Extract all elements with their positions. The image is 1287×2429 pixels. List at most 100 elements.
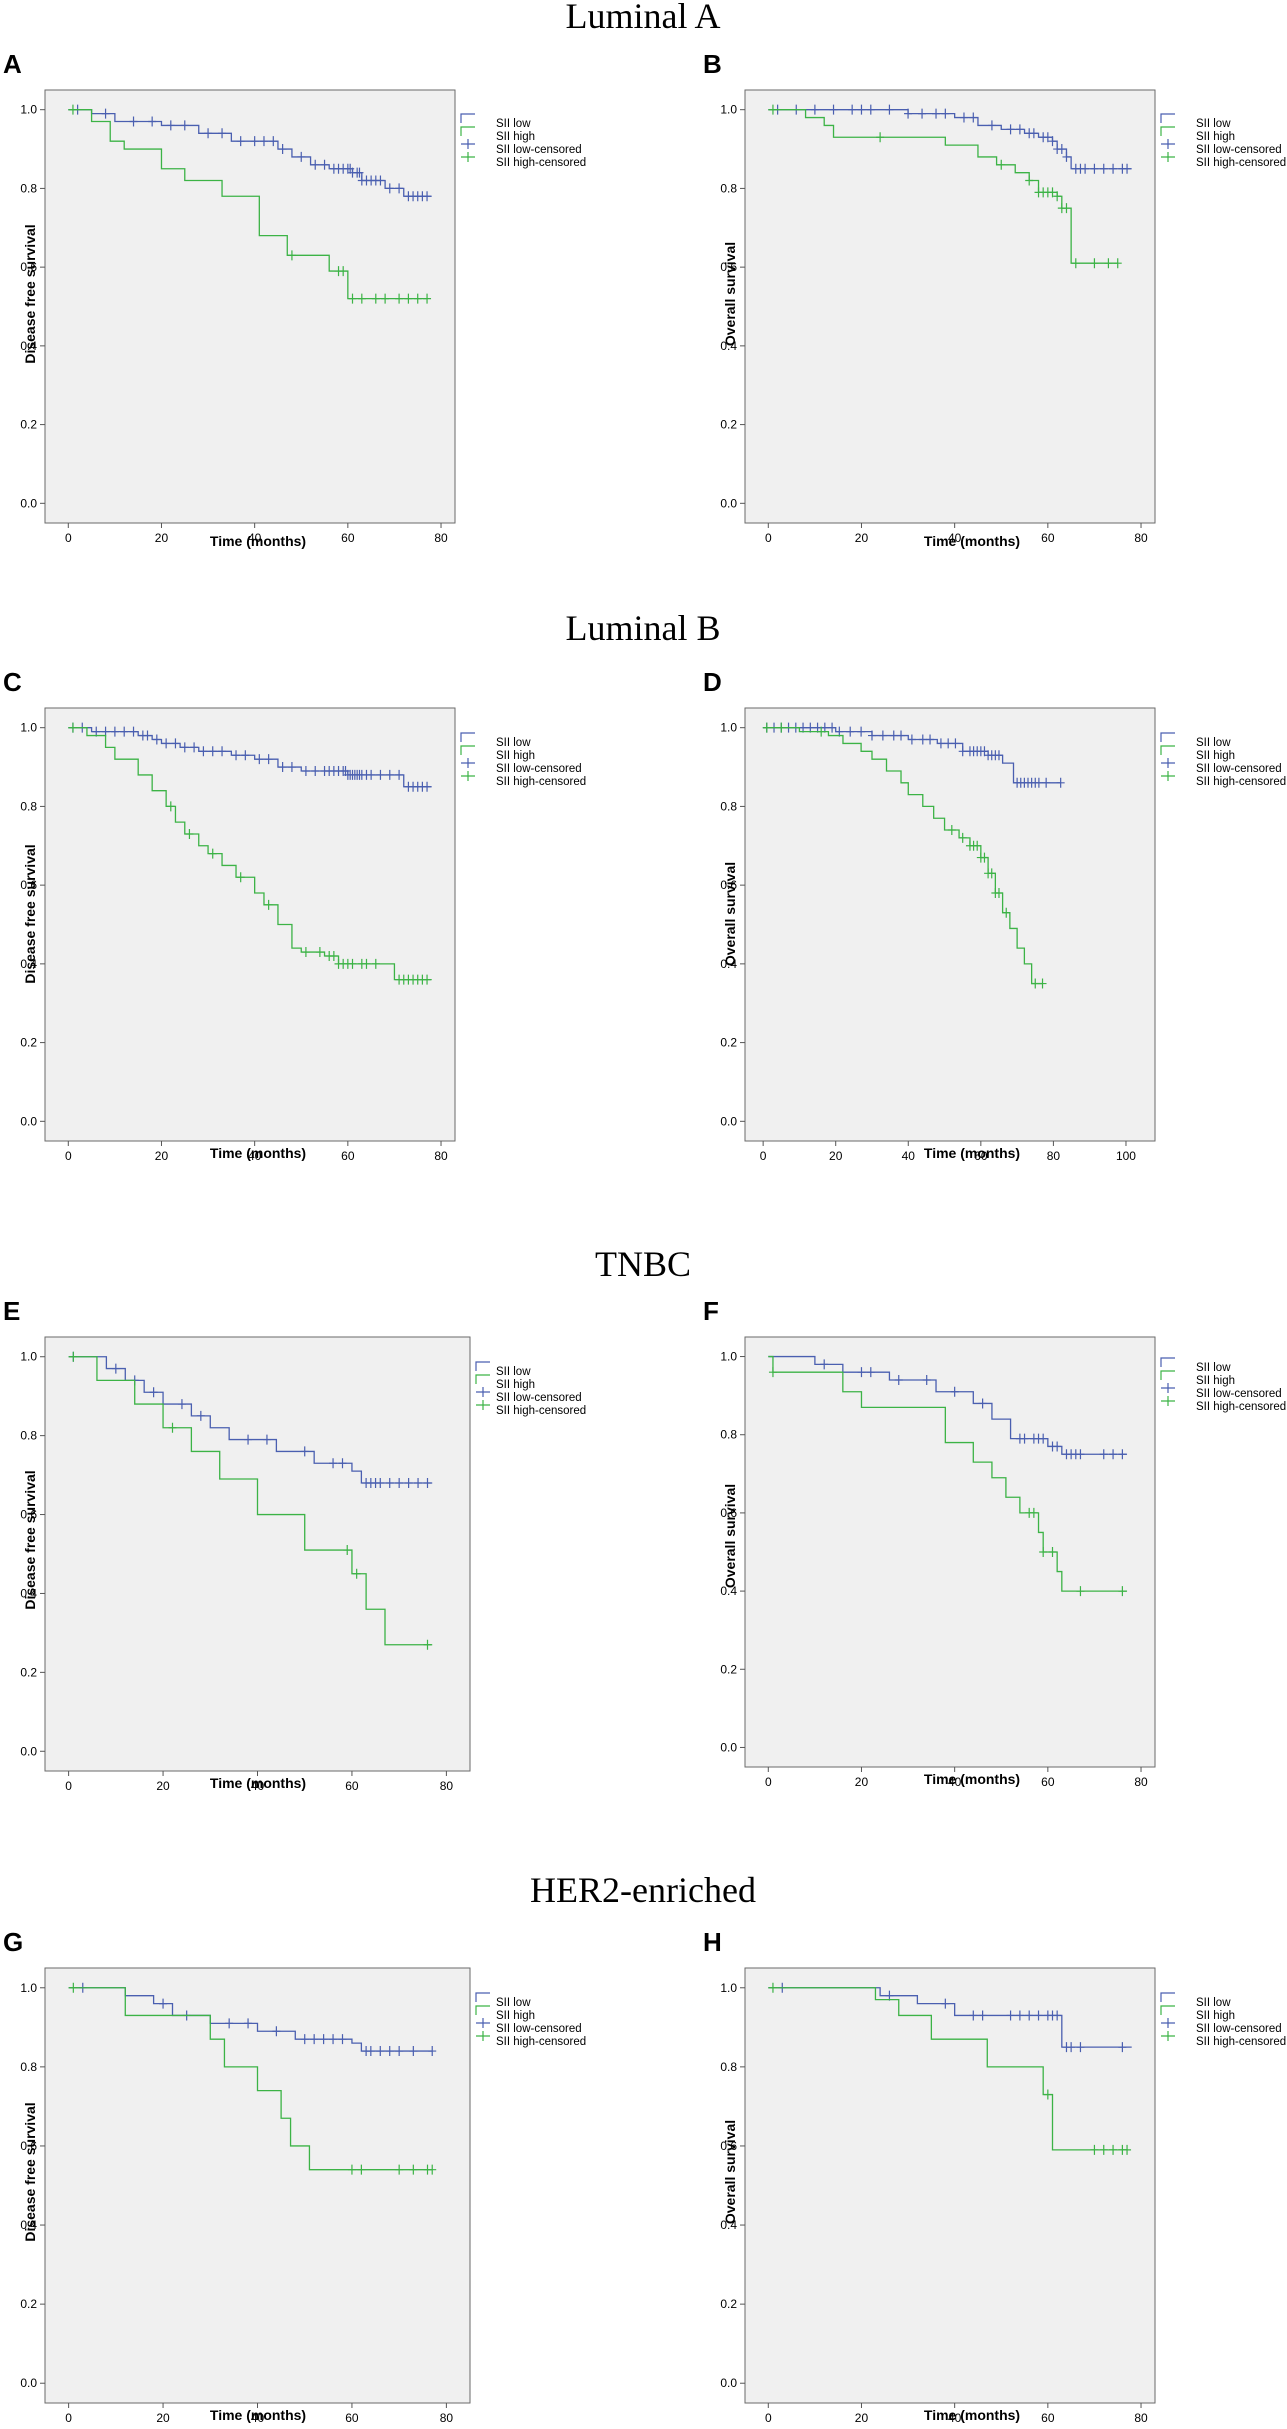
- censor-mark-sii-high: [1090, 2144, 1099, 2155]
- censor-mark-sii-low: [918, 108, 927, 119]
- censor-mark-sii-low: [1062, 151, 1071, 162]
- legend-swatch-high-censored: [1161, 152, 1175, 162]
- y-tick-label: 0.0: [720, 1114, 737, 1128]
- censor-mark-sii-low: [149, 1387, 158, 1398]
- censor-mark-sii-low: [329, 2034, 338, 2045]
- censor-mark-sii-low: [367, 769, 376, 780]
- legend-label-low: SII low: [1196, 118, 1231, 130]
- censor-mark-sii-high: [352, 1568, 361, 1579]
- panel-h: H Time (months) Overall survival SII low…: [703, 1927, 1286, 2425]
- legend: SII low SII high SII low-censored SII hi…: [1196, 1997, 1286, 2048]
- censor-mark-sii-low: [414, 1477, 423, 1488]
- panel-b: B Time (months) Overall survival SII low…: [703, 49, 1286, 549]
- y-tick-label: 0.6: [20, 260, 37, 274]
- x-tick-label: 60: [1041, 531, 1055, 545]
- censor-mark-sii-high: [395, 293, 404, 304]
- censor-mark-sii-high: [413, 293, 422, 304]
- censor-mark-sii-high: [287, 250, 296, 261]
- censor-mark-sii-low: [894, 1375, 903, 1385]
- legend-swatch-high: [460, 745, 475, 755]
- x-tick-label: 80: [434, 531, 448, 545]
- censor-mark-sii-high: [423, 974, 432, 985]
- panel-letter: D: [703, 667, 722, 697]
- legend-swatch-low-censored: [1161, 2018, 1175, 2028]
- censor-mark-sii-low: [1081, 163, 1090, 174]
- legend-swatch-low-censored: [1161, 1383, 1175, 1393]
- legend-label-low-censored: SII low-censored: [496, 144, 582, 156]
- x-tick-label: 80: [1134, 1775, 1148, 1789]
- censor-mark-sii-low: [218, 128, 227, 139]
- x-tick-label: 40: [248, 531, 262, 545]
- censor-mark-sii-high: [1118, 1586, 1127, 1597]
- censor-mark-sii-low: [143, 730, 152, 741]
- y-tick-label: 0.2: [720, 1036, 737, 1050]
- censor-mark-sii-high: [1053, 191, 1062, 202]
- censor-mark-sii-high: [958, 832, 967, 843]
- censor-mark-sii-high: [1029, 1507, 1038, 1518]
- censor-mark-sii-low: [120, 726, 129, 737]
- x-tick-label: 80: [440, 1779, 454, 1793]
- censor-mark-sii-low: [857, 1367, 866, 1378]
- y-axis-title: Overall survival: [722, 1484, 738, 1588]
- censor-mark-sii-high: [348, 293, 357, 304]
- y-tick-label: 0.2: [720, 2297, 737, 2311]
- censor-mark-sii-low: [190, 742, 199, 753]
- censor-mark-sii-low: [148, 116, 157, 127]
- censor-mark-sii-low: [1057, 144, 1066, 155]
- legend-swatch-low: [475, 1361, 490, 1371]
- x-axis-title: Time (months): [924, 1145, 1020, 1161]
- censor-mark-sii-high: [69, 1351, 78, 1362]
- censor-mark-sii-low: [1099, 1449, 1108, 1460]
- censor-mark-sii-low: [1056, 777, 1065, 788]
- x-tick-label: 40: [248, 1149, 262, 1163]
- x-tick-label: 80: [434, 1149, 448, 1163]
- legend: SII low SII high SII low-censored SII hi…: [496, 737, 586, 788]
- censor-mark-sii-low: [1109, 163, 1118, 174]
- legend-swatch-high: [1160, 126, 1175, 136]
- censor-mark-sii-low: [428, 2046, 437, 2057]
- censor-mark-sii-low: [129, 116, 138, 127]
- censor-mark-sii-high: [1090, 258, 1099, 269]
- legend-swatch-high-censored: [1161, 2031, 1175, 2041]
- censor-mark-sii-low: [423, 191, 432, 202]
- legend-swatch-low-censored: [476, 1387, 490, 1397]
- plot-area: [44, 1967, 471, 2404]
- censor-mark-sii-high: [381, 293, 390, 304]
- censor-mark-sii-low: [857, 726, 866, 737]
- censor-mark-sii-high: [428, 2164, 437, 2175]
- censor-mark-sii-low: [958, 746, 967, 757]
- legend-swatch-high: [1160, 745, 1175, 755]
- censor-mark-sii-low: [272, 2026, 281, 2037]
- censor-mark-sii-low: [166, 120, 175, 131]
- censor-mark-sii-low: [848, 104, 857, 115]
- censor-mark-sii-low: [941, 1998, 950, 2009]
- y-tick-label: 1.0: [720, 103, 737, 117]
- censor-mark-sii-low: [269, 136, 278, 147]
- legend-swatch-low-censored: [1161, 139, 1175, 149]
- censor-mark-sii-low: [385, 183, 394, 194]
- censor-mark-sii-high: [1104, 258, 1113, 269]
- y-tick-label: 1.0: [20, 1981, 37, 1995]
- censor-mark-sii-high: [1123, 2144, 1132, 2155]
- censor-mark-sii-low: [969, 112, 978, 123]
- y-tick-label: 0.6: [20, 1508, 37, 1522]
- x-axis-title: Time (months): [210, 533, 306, 549]
- legend-label-high: SII high: [1196, 750, 1235, 762]
- censor-mark-sii-low: [941, 108, 950, 119]
- censor-mark-sii-low: [329, 1458, 338, 1469]
- censor-mark-sii-high: [1043, 2089, 1052, 2100]
- panel-letter: C: [3, 667, 22, 697]
- y-axis-title: Overall survival: [722, 2120, 738, 2224]
- censor-mark-sii-high: [1076, 1586, 1085, 1597]
- panel-g: G Time (months) Disease free survival SI…: [3, 1927, 586, 2425]
- censor-mark-sii-high: [357, 293, 366, 304]
- legend-label-low: SII low: [496, 1366, 531, 1378]
- x-tick-label: 40: [948, 1775, 962, 1789]
- legend-swatch-high-censored: [476, 2031, 490, 2041]
- censor-mark-sii-high: [980, 852, 989, 863]
- x-tick-label: 0: [765, 531, 772, 545]
- panel-a: A Time (months) Disease free survival SI…: [3, 49, 586, 549]
- x-tick-label: 20: [855, 1775, 869, 1789]
- censor-mark-sii-low: [300, 1446, 309, 1457]
- censor-mark-sii-low: [1109, 1449, 1118, 1460]
